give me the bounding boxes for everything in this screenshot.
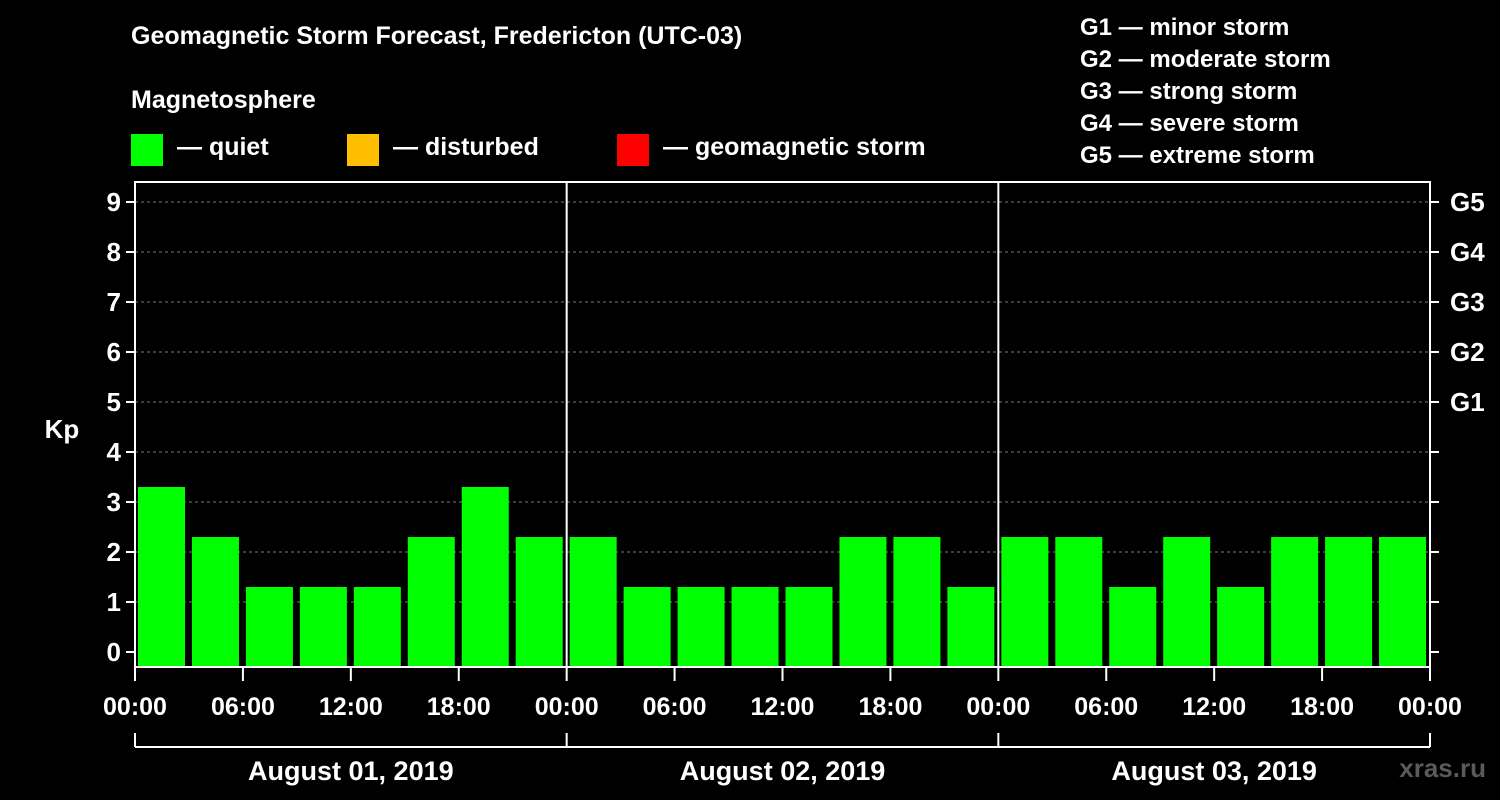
g-scale-g1: G1 — minor storm <box>1080 14 1290 41</box>
x-tick-label: 12:00 <box>319 693 383 721</box>
kp-bar <box>1217 587 1265 667</box>
kp-bar <box>1325 537 1373 667</box>
y-tick-label: 9 <box>107 187 121 217</box>
y-tick-label: 2 <box>107 537 121 567</box>
kp-bar <box>677 587 725 667</box>
kp-bar <box>785 587 833 667</box>
x-tick-label: 12:00 <box>751 693 815 721</box>
kp-bar <box>299 587 347 667</box>
kp-bar <box>623 587 671 667</box>
watermark: xras.ru <box>1399 753 1486 783</box>
y-tick-label: 6 <box>107 337 121 367</box>
kp-bar <box>515 537 563 667</box>
kp-bar <box>191 537 239 667</box>
kp-bar <box>893 537 941 667</box>
kp-bar <box>138 487 185 667</box>
y-axis-label: Kp <box>45 414 80 444</box>
y-tick-label: 3 <box>107 487 121 517</box>
y-tick-label: 7 <box>107 287 121 317</box>
y-tick-label: 8 <box>107 237 121 267</box>
x-tick-label: 18:00 <box>858 693 922 721</box>
kp-bar <box>731 587 779 667</box>
g-scale-g2: G2 — moderate storm <box>1080 46 1331 73</box>
kp-bar <box>407 537 455 667</box>
kp-bar <box>1055 537 1103 667</box>
kp-bar <box>1163 537 1211 667</box>
x-tick-label: 00:00 <box>1398 693 1462 721</box>
x-tick-label: 00:00 <box>103 693 167 721</box>
y-tick-label: 5 <box>107 387 121 417</box>
legend-label-storm: — geomagnetic storm <box>663 133 926 161</box>
g-level-label: G1 <box>1450 387 1485 417</box>
x-tick-label: 06:00 <box>1074 693 1138 721</box>
g-scale-g3: G3 — strong storm <box>1080 78 1298 105</box>
kp-bar <box>461 487 509 667</box>
x-tick-label: 06:00 <box>643 693 707 721</box>
legend-label-disturbed: — disturbed <box>393 133 539 161</box>
x-tick-label: 12:00 <box>1182 693 1246 721</box>
g-scale-g4: G4 — severe storm <box>1080 110 1299 137</box>
y-tick-label: 4 <box>107 437 122 467</box>
legend-swatch-disturbed <box>347 134 379 166</box>
g-level-label: G5 <box>1450 187 1485 217</box>
date-label: August 03, 2019 <box>1111 756 1317 786</box>
kp-bar <box>569 537 617 667</box>
date-label: August 01, 2019 <box>248 756 454 786</box>
kp-bar <box>1271 537 1319 667</box>
kp-bar <box>245 587 293 667</box>
x-tick-label: 18:00 <box>1290 693 1354 721</box>
y-tick-label: 1 <box>107 587 121 617</box>
x-tick-label: 00:00 <box>535 693 599 721</box>
y-tick-label: 0 <box>107 637 121 667</box>
kp-bar <box>353 587 401 667</box>
x-tick-label: 06:00 <box>211 693 275 721</box>
date-label: August 02, 2019 <box>680 756 886 786</box>
kp-bar <box>1109 587 1157 667</box>
kp-bar <box>839 537 887 667</box>
kp-bar <box>1001 537 1049 667</box>
g-level-label: G3 <box>1450 287 1485 317</box>
g-scale-g5: G5 — extreme storm <box>1080 142 1315 169</box>
kp-bar <box>1379 537 1427 667</box>
x-tick-label: 18:00 <box>427 693 491 721</box>
legend-heading: Magnetosphere <box>131 86 316 114</box>
legend-swatch-quiet <box>131 134 163 166</box>
legend-swatch-storm <box>617 134 649 166</box>
chart-title: Geomagnetic Storm Forecast, Fredericton … <box>131 22 743 50</box>
legend-label-quiet: — quiet <box>177 133 269 161</box>
kp-bar <box>947 587 995 667</box>
x-tick-label: 00:00 <box>966 693 1030 721</box>
g-level-label: G4 <box>1450 237 1485 267</box>
g-level-label: G2 <box>1450 337 1485 367</box>
